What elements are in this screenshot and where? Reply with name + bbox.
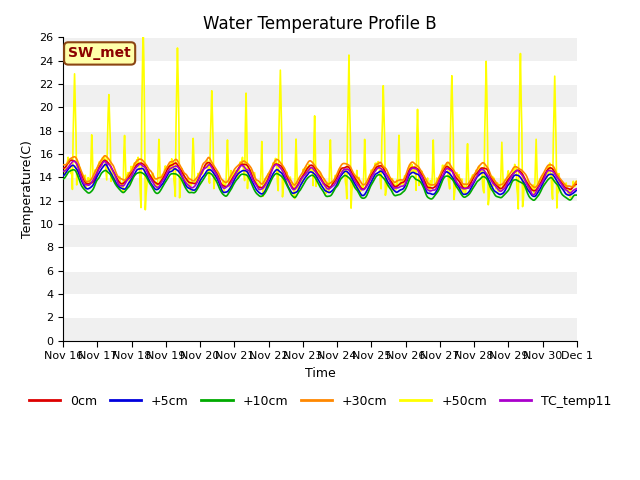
0cm xyxy=(122,178,130,183)
TC_temp11 xyxy=(70,158,77,164)
Line: +5cm: +5cm xyxy=(63,164,577,196)
+30cm xyxy=(122,176,130,182)
+10cm xyxy=(122,187,130,193)
+10cm xyxy=(573,192,580,198)
+50cm xyxy=(122,156,129,161)
+50cm xyxy=(202,163,210,168)
+30cm xyxy=(531,184,538,190)
Bar xyxy=(63,224,577,247)
Line: +30cm: +30cm xyxy=(63,156,577,187)
0cm xyxy=(398,180,406,185)
Bar xyxy=(63,294,577,317)
TC_temp11 xyxy=(202,165,209,171)
+5cm xyxy=(68,163,76,168)
0cm xyxy=(573,181,580,187)
Bar xyxy=(63,317,577,341)
+30cm xyxy=(102,153,109,158)
Bar xyxy=(63,247,577,271)
+5cm xyxy=(530,193,538,199)
X-axis label: Time: Time xyxy=(305,367,335,380)
0cm xyxy=(202,162,209,168)
+10cm xyxy=(70,167,77,173)
+5cm xyxy=(573,187,580,193)
Bar xyxy=(63,84,577,108)
0cm xyxy=(68,157,76,163)
TC_temp11 xyxy=(122,179,130,185)
+5cm xyxy=(383,177,390,183)
+10cm xyxy=(68,167,76,173)
TC_temp11 xyxy=(398,183,406,189)
TC_temp11 xyxy=(60,168,67,174)
TC_temp11 xyxy=(68,159,76,165)
Bar xyxy=(63,154,577,178)
+5cm xyxy=(398,187,406,192)
Bar xyxy=(63,37,577,60)
+5cm xyxy=(202,170,209,176)
0cm xyxy=(60,165,67,171)
+10cm xyxy=(530,197,538,203)
+10cm xyxy=(60,176,67,182)
Text: SW_met: SW_met xyxy=(68,47,131,60)
+5cm xyxy=(174,168,182,174)
Line: TC_temp11: TC_temp11 xyxy=(63,161,577,195)
+50cm xyxy=(175,120,182,126)
Legend: 0cm, +5cm, +10cm, +30cm, +50cm, TC_temp11: 0cm, +5cm, +10cm, +30cm, +50cm, TC_temp1… xyxy=(24,390,616,412)
TC_temp11 xyxy=(529,192,537,198)
Title: Water Temperature Profile B: Water Temperature Profile B xyxy=(203,15,437,33)
+30cm xyxy=(174,159,182,165)
+10cm xyxy=(383,180,390,186)
+50cm xyxy=(140,23,147,28)
Y-axis label: Temperature(C): Temperature(C) xyxy=(20,140,33,238)
+50cm xyxy=(573,181,580,187)
+30cm xyxy=(383,167,390,173)
+50cm xyxy=(141,207,149,213)
Bar xyxy=(63,108,577,131)
TC_temp11 xyxy=(383,173,390,179)
+10cm xyxy=(174,173,182,179)
+50cm xyxy=(399,180,406,186)
Bar xyxy=(63,271,577,294)
+50cm xyxy=(384,170,392,176)
+30cm xyxy=(68,155,76,160)
+30cm xyxy=(60,162,67,168)
TC_temp11 xyxy=(174,165,182,170)
Line: +10cm: +10cm xyxy=(63,170,577,200)
0cm xyxy=(174,163,182,169)
+30cm xyxy=(202,159,209,165)
+30cm xyxy=(398,177,406,183)
0cm xyxy=(383,172,390,178)
Bar xyxy=(63,131,577,154)
+5cm xyxy=(102,161,109,167)
Bar xyxy=(63,201,577,224)
+50cm xyxy=(60,171,67,177)
Line: +50cm: +50cm xyxy=(63,25,577,210)
+30cm xyxy=(573,179,580,184)
0cm xyxy=(69,158,77,164)
+5cm xyxy=(60,173,67,179)
+10cm xyxy=(202,173,209,179)
+50cm xyxy=(68,187,76,192)
Bar xyxy=(63,60,577,84)
Bar xyxy=(63,178,577,201)
Line: 0cm: 0cm xyxy=(63,160,577,191)
+10cm xyxy=(398,190,406,196)
+5cm xyxy=(122,185,130,191)
TC_temp11 xyxy=(573,186,580,192)
0cm xyxy=(530,188,538,193)
